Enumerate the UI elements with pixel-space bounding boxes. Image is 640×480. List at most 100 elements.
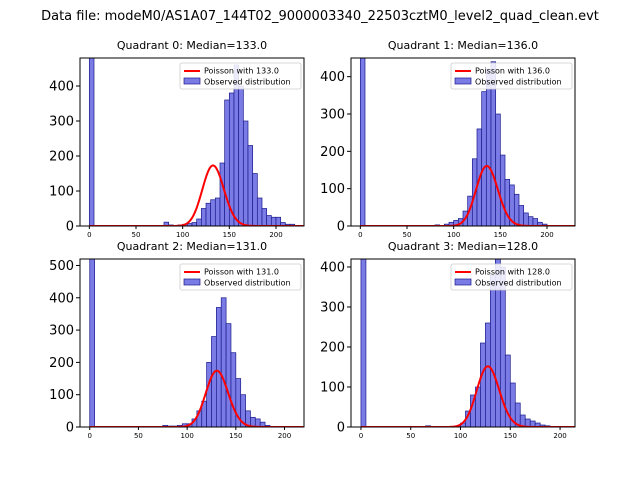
- y-tick-label: 400: [320, 261, 345, 276]
- x-tick-label: 150: [229, 432, 242, 440]
- y-tick-label: 500: [49, 259, 74, 274]
- x-tick-label: 0: [359, 432, 363, 440]
- y-tick-label: 0: [337, 220, 345, 235]
- x-tick-label: 200: [553, 432, 566, 440]
- plot-area: [360, 259, 575, 427]
- histogram-bar: [191, 222, 198, 226]
- axes-frame: [79, 57, 305, 227]
- x-tick-label: 200: [269, 231, 282, 239]
- axes-frame: [350, 57, 576, 227]
- panel-title: Quadrant 2: Median=131.0: [117, 240, 267, 253]
- histogram-bar: [360, 259, 367, 427]
- x-tick-label: 100: [447, 231, 460, 239]
- legend-label-observed: Observed distribution: [475, 78, 562, 87]
- histogram-bar: [210, 199, 216, 226]
- poisson-curve: [89, 369, 304, 427]
- histogram-bar: [206, 362, 212, 427]
- x-tick-label: 100: [176, 231, 189, 239]
- plot-area: [88, 58, 304, 226]
- histogram-bar: [485, 322, 491, 427]
- legend-label-observed: Observed distribution: [204, 279, 291, 288]
- histogram-bar: [215, 307, 222, 427]
- histogram-bar: [214, 197, 221, 226]
- y-tick-label: 100: [49, 185, 74, 200]
- legend-label-poisson: Poisson with 136.0: [475, 67, 550, 76]
- x-tick-label: 150: [494, 231, 507, 239]
- histogram-bar: [211, 336, 217, 427]
- histogram-bar: [88, 58, 95, 226]
- histogram-bar: [224, 99, 230, 226]
- histogram-bar: [527, 216, 534, 226]
- histogram-bar: [275, 216, 282, 226]
- histogram-bar: [252, 173, 258, 226]
- histogram-bar: [485, 68, 492, 226]
- histogram-bar: [261, 208, 268, 226]
- x-tick-label: 100: [454, 432, 467, 440]
- x-tick-label: 50: [403, 231, 412, 239]
- axes-frame: [79, 258, 305, 428]
- y-tick-label: 400: [49, 80, 74, 95]
- quadrant-2-panel: 0 100 200 300 400 500 0 50 100 150 200 Quadrant 2: …: [49, 240, 305, 440]
- histogram-bar: [513, 193, 520, 226]
- y-tick-label: 0: [337, 421, 345, 436]
- x-tick-label: 150: [504, 432, 517, 440]
- legend-box: [179, 263, 302, 291]
- x-tick-label: 100: [180, 432, 193, 440]
- quadrant-1-panel: 0 100 200 300 400 0 50 100 150 200 Quadrant 1: Med…: [320, 39, 576, 239]
- histogram-bar: [89, 259, 95, 427]
- legend-label-poisson: Poisson with 133.0: [204, 67, 279, 76]
- panel-title: Quadrant 1: Median=136.0: [388, 39, 538, 52]
- legend-label-observed: Observed distribution: [475, 279, 562, 288]
- histogram-bar: [225, 323, 232, 427]
- plot-area: [89, 259, 304, 427]
- legend-bar-swatch: [183, 278, 201, 286]
- y-tick-label: 400: [49, 291, 74, 306]
- x-tick-label: 200: [540, 231, 553, 239]
- x-tick-label: 0: [358, 231, 362, 239]
- histogram-bar: [242, 120, 249, 226]
- x-tick-label: 200: [278, 432, 291, 440]
- legend-label-observed: Observed distribution: [204, 78, 291, 87]
- legend-box: [450, 62, 573, 90]
- y-tick-label: 300: [49, 324, 74, 339]
- histogram-bar: [247, 145, 254, 226]
- y-tick-label: 200: [49, 356, 74, 371]
- histogram-bar: [266, 215, 272, 226]
- y-tick-label: 300: [320, 301, 345, 316]
- y-tick-label: 100: [320, 182, 345, 197]
- legend-box: [450, 263, 573, 291]
- poisson-curve: [89, 164, 304, 226]
- panel-title: Quadrant 3: Median=128.0: [388, 240, 538, 253]
- panel-title: Quadrant 0: Median=133.0: [117, 39, 267, 52]
- legend-box: [179, 62, 302, 90]
- legend-bar-swatch: [183, 77, 201, 85]
- histogram-bar: [518, 205, 525, 226]
- histogram-bar: [219, 162, 226, 226]
- histogram-bar: [254, 418, 261, 427]
- poisson-curve: [360, 165, 575, 226]
- legend-label-poisson: Poisson with 131.0: [204, 268, 279, 277]
- histogram-bar: [495, 113, 501, 226]
- x-tick-label: 50: [134, 432, 143, 440]
- y-tick-label: 0: [66, 220, 74, 235]
- x-tick-label: 50: [406, 432, 415, 440]
- y-tick-label: 200: [320, 341, 345, 356]
- x-tick-label: 0: [87, 231, 91, 239]
- histogram-bar: [196, 218, 202, 226]
- histogram-bar: [256, 197, 263, 226]
- y-tick-label: 100: [320, 381, 345, 396]
- y-tick-label: 400: [320, 70, 345, 85]
- histogram-bar: [480, 342, 486, 427]
- histogram-bar: [200, 208, 207, 226]
- quadrant-3-panel: 0 100 200 300 400 0 50 100 150 200 Quadrant 3: Med…: [320, 240, 576, 440]
- histogram-bar: [230, 352, 237, 427]
- histogram-bar: [490, 274, 496, 427]
- histogram-bar: [205, 202, 212, 226]
- figure-suptitle: Data file: modeM0/AS1A07_144T02_90000033…: [41, 9, 599, 24]
- y-tick-label: 200: [320, 145, 345, 160]
- legend-bar-swatch: [454, 77, 472, 85]
- legend-label-poisson: Poisson with 128.0: [475, 268, 550, 277]
- x-tick-label: 0: [88, 432, 92, 440]
- y-tick-label: 300: [320, 108, 345, 123]
